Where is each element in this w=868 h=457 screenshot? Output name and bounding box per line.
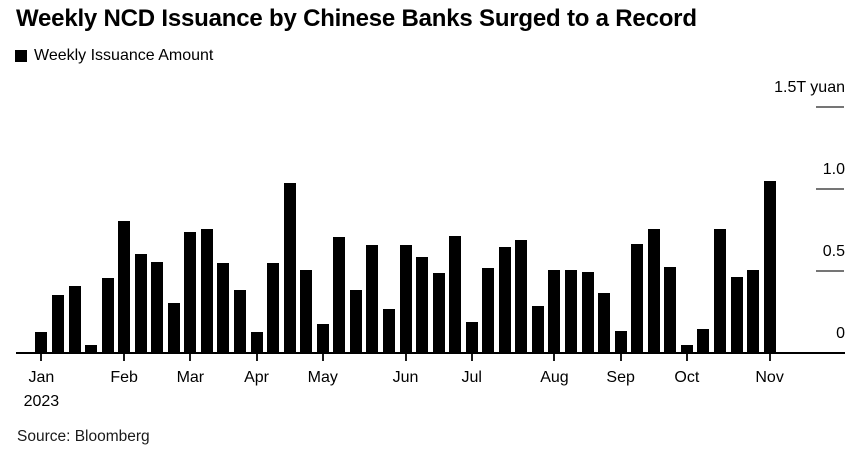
bar-week-28 <box>482 268 495 352</box>
x-axis-label-apr: Apr <box>244 369 269 386</box>
chart-title: Weekly NCD Issuance by Chinese Banks Sur… <box>16 5 697 32</box>
legend: Weekly Issuance Amount <box>15 46 213 66</box>
bar-week-44 <box>747 270 760 352</box>
x-axis-line <box>16 352 845 354</box>
bar-week-22 <box>382 309 395 352</box>
x-axis-label-jan: Jan <box>28 369 55 386</box>
bar-week-15 <box>267 263 280 352</box>
bar-week-30 <box>515 240 528 352</box>
y-axis-tick-1.5 <box>816 106 844 108</box>
x-axis-label-oct: Oct <box>674 369 700 386</box>
y-axis-label-1.5: 1.5T yuan <box>774 79 845 96</box>
bar-week-7 <box>134 253 147 352</box>
x-axis-tick-oct <box>685 353 688 361</box>
y-axis-tick-0.5 <box>816 270 844 272</box>
x-axis-label-mar: Mar <box>176 369 205 386</box>
x-axis-tick-feb <box>123 353 126 361</box>
x-axis-tick-nov <box>768 353 771 361</box>
y-axis-tick-1 <box>816 188 844 190</box>
y-axis-label-0: 0 <box>836 325 845 342</box>
bar-week-1 <box>35 332 48 352</box>
bar-week-33 <box>565 270 577 352</box>
x-axis-tick-jul <box>470 353 473 361</box>
x-axis-label-jun: Jun <box>392 369 419 386</box>
bar-week-14 <box>250 332 263 352</box>
x-axis-tick-mar <box>189 353 192 361</box>
bar-week-17 <box>300 270 313 352</box>
y-axis-label-1: 1.0 <box>822 161 845 178</box>
bar-week-16 <box>283 183 296 352</box>
bar-week-41 <box>697 329 710 352</box>
bar-week-26 <box>449 235 462 352</box>
x-axis-tick-aug <box>553 353 556 361</box>
bar-week-21 <box>366 245 379 352</box>
bar-week-20 <box>349 289 362 352</box>
bar-week-4 <box>85 345 98 352</box>
bar-week-42 <box>713 229 726 352</box>
x-axis-label-aug: Aug <box>540 369 569 386</box>
bar-week-39 <box>664 266 677 352</box>
bar-week-5 <box>101 278 114 352</box>
x-axis-label-feb: Feb <box>110 369 138 386</box>
bar-week-35 <box>598 292 611 352</box>
x-axis-tick-may <box>321 353 324 361</box>
x-axis-label-may: May <box>307 369 338 386</box>
bar-week-36 <box>614 330 627 352</box>
bar-week-11 <box>200 229 213 352</box>
bar-week-9 <box>167 302 180 352</box>
bar-week-25 <box>432 273 445 352</box>
x-axis-tick-jan <box>40 353 43 361</box>
x-axis-label-nov: Nov <box>755 369 784 386</box>
bar-week-37 <box>631 243 644 352</box>
bar-week-40 <box>680 345 693 352</box>
bar-week-24 <box>416 256 429 352</box>
bar-week-2 <box>51 294 64 352</box>
bar-week-23 <box>399 245 412 352</box>
bar-week-13 <box>234 289 246 352</box>
bar-week-38 <box>647 229 660 352</box>
x-axis-tick-sep <box>619 353 622 361</box>
y-axis-label-0.5: 0.5 <box>822 243 845 260</box>
bar-week-10 <box>184 232 197 352</box>
legend-label: Weekly Issuance Amount <box>34 47 214 64</box>
x-axis-tick-apr <box>255 353 258 361</box>
x-axis-tick-jun <box>404 353 407 361</box>
x-axis-year-label: 2023 <box>23 393 60 410</box>
bar-week-19 <box>333 237 346 352</box>
bar-week-31 <box>531 306 544 352</box>
bar-week-3 <box>68 286 81 352</box>
bar-week-45 <box>763 181 776 352</box>
x-axis-label-jul: Jul <box>461 369 482 386</box>
bar-week-18 <box>316 324 329 352</box>
bar-week-12 <box>217 263 230 352</box>
bar-week-43 <box>730 276 743 352</box>
bar-week-6 <box>118 220 131 352</box>
bar-week-32 <box>548 270 561 352</box>
legend-swatch-icon <box>15 50 27 62</box>
bar-week-29 <box>498 247 511 352</box>
bar-week-34 <box>581 271 594 352</box>
bar-week-8 <box>151 261 164 352</box>
bar-week-27 <box>465 322 478 352</box>
source-note: Source: Bloomberg <box>17 428 150 445</box>
x-axis-label-sep: Sep <box>606 369 635 386</box>
